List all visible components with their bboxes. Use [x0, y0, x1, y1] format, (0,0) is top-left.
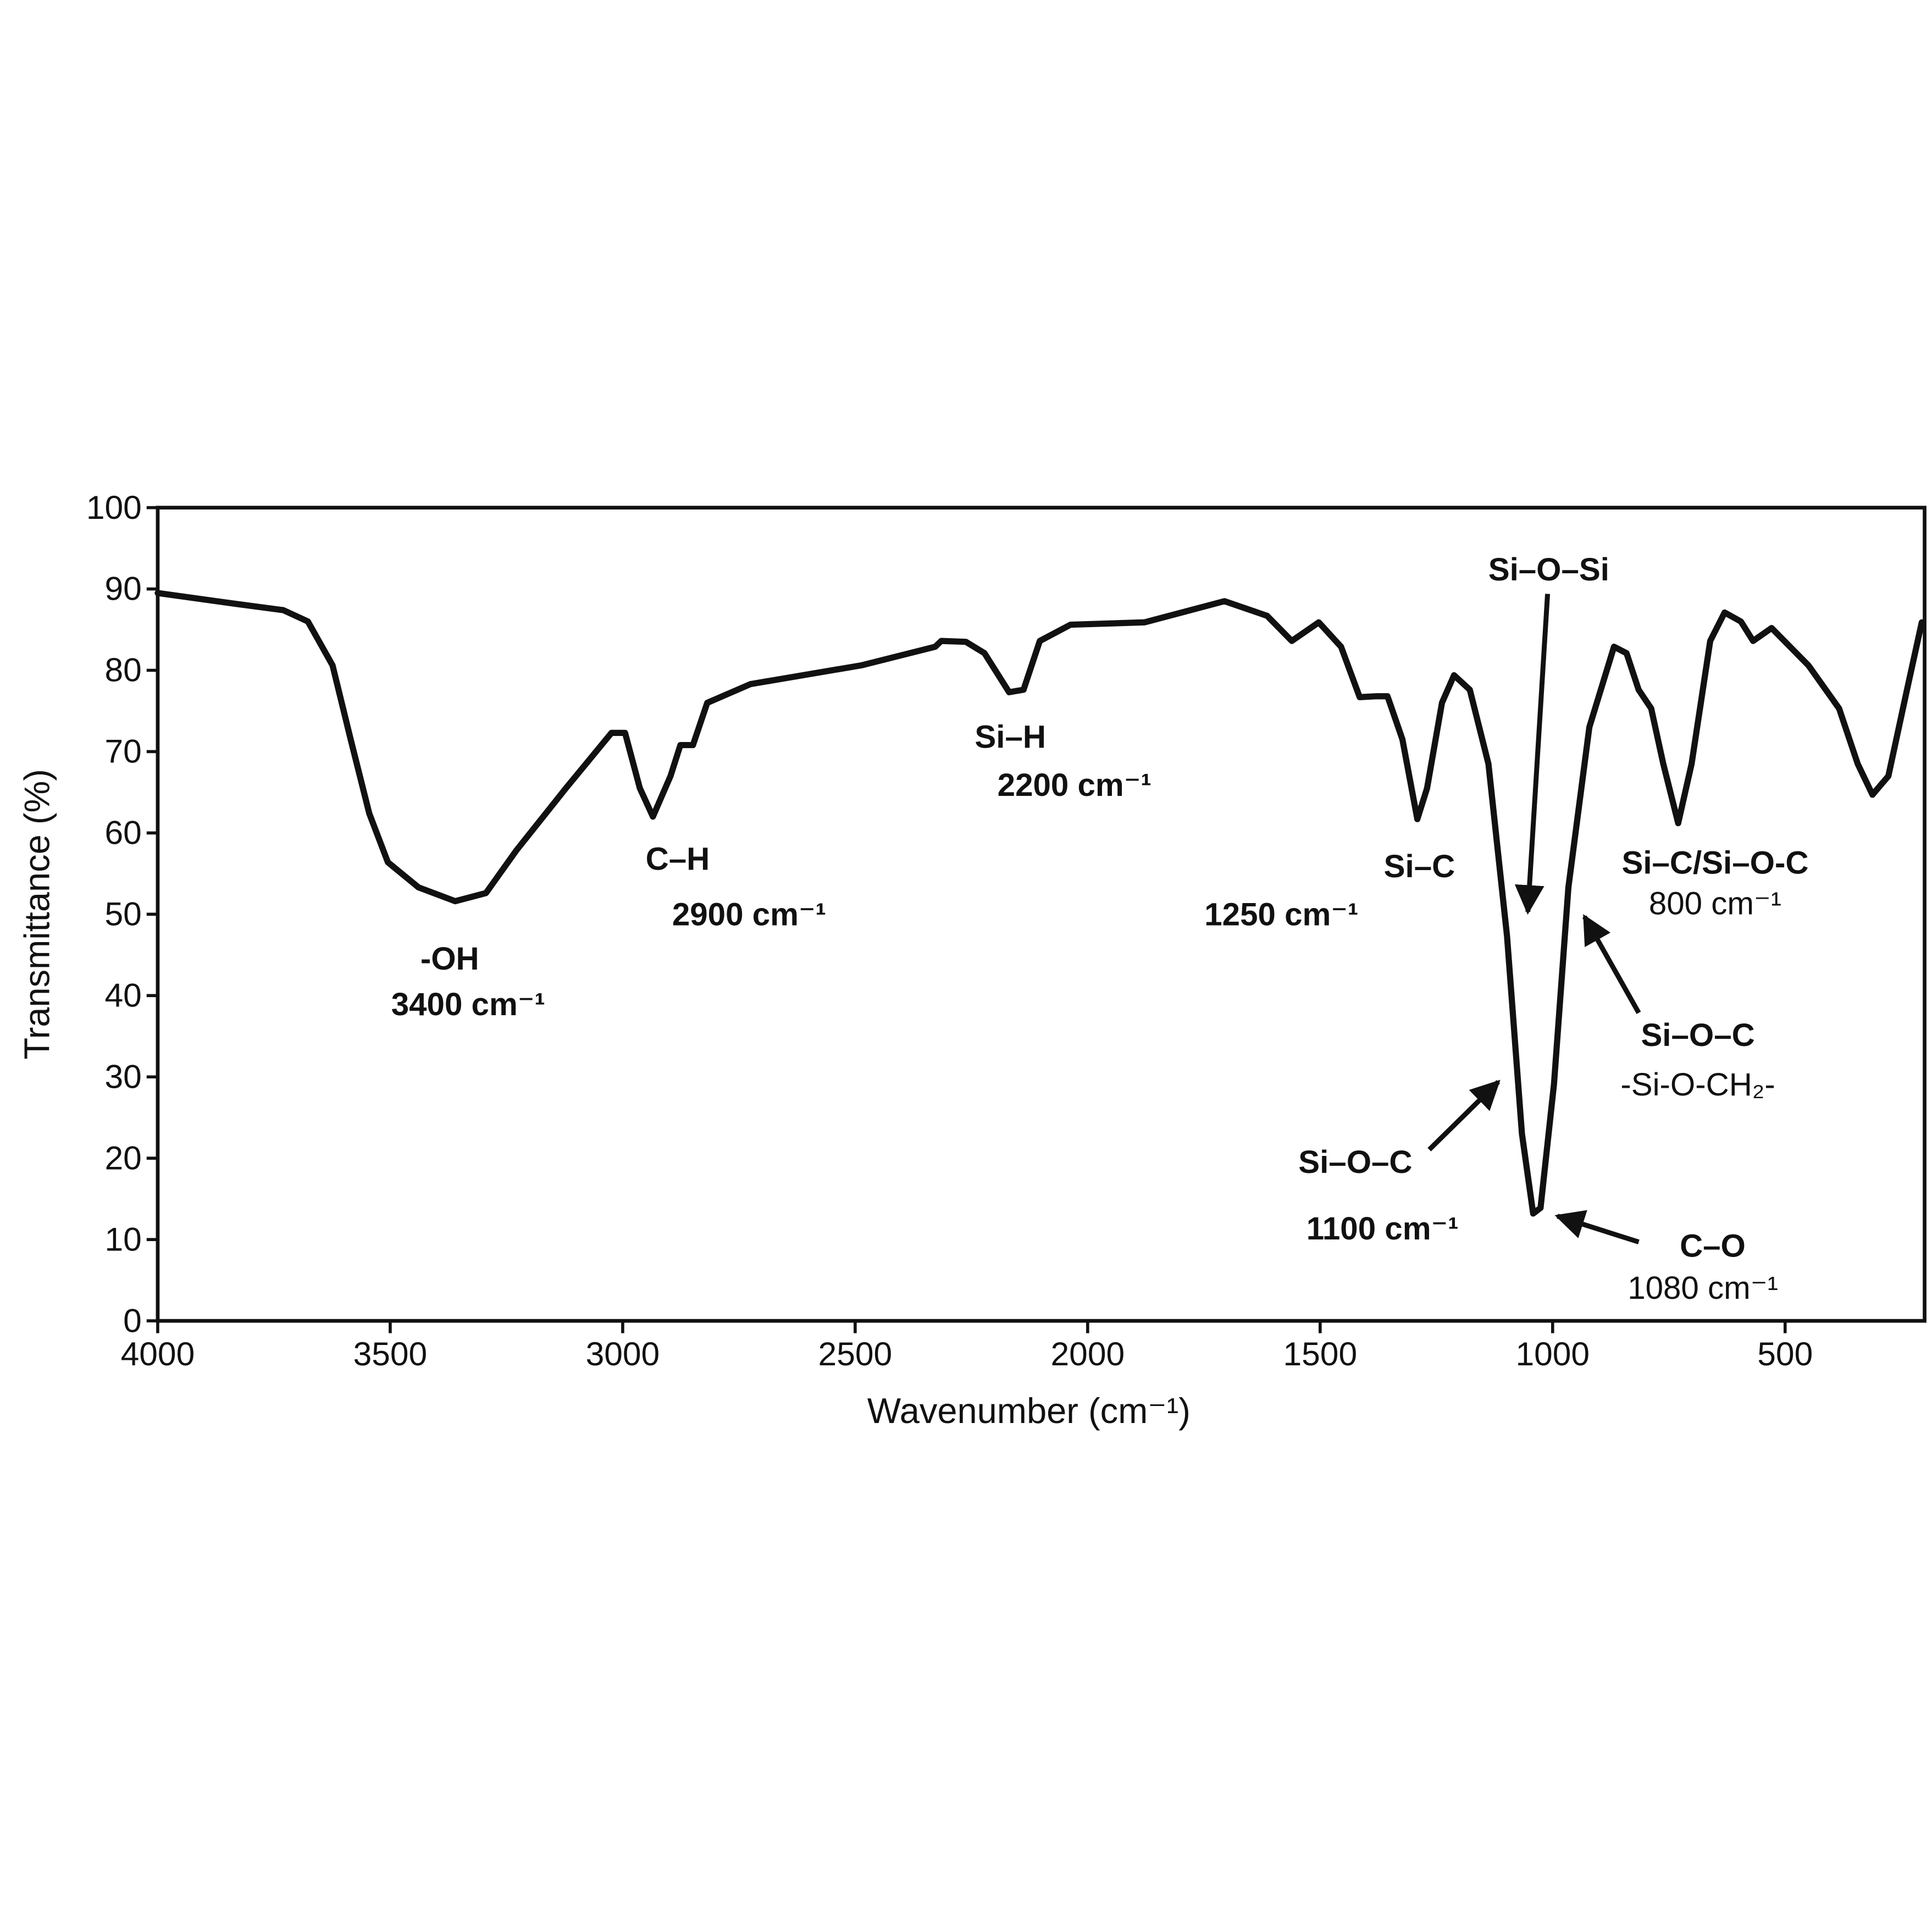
annotation: 2900 cm⁻¹	[672, 897, 826, 933]
x-tick-label: 2000	[1051, 1335, 1125, 1372]
annotation: -Si-O-CH₂-	[1620, 1067, 1775, 1103]
x-tick-label: 2500	[818, 1335, 893, 1372]
y-tick-label: 50	[104, 895, 141, 933]
plot-frame	[156, 506, 1927, 1323]
spectrum-line	[154, 590, 1925, 1217]
arrow	[1554, 1210, 1640, 1244]
arrow	[1427, 1080, 1501, 1152]
y-tick-label: 10	[104, 1220, 141, 1258]
x-tick-label: 1000	[1515, 1335, 1590, 1372]
annotation: 800 cm⁻¹	[1649, 885, 1781, 921]
annotation: 1080 cm⁻¹	[1627, 1270, 1778, 1306]
y-tick-label: 70	[104, 733, 141, 770]
y-tick-label: 60	[104, 814, 141, 851]
arrow	[1514, 594, 1551, 915]
x-axis-label: Wavenumber (cm⁻¹)	[867, 1391, 1191, 1431]
x-tick-label: 4000	[121, 1335, 195, 1372]
annotation: 2200 cm⁻¹	[998, 767, 1152, 803]
annotation: -OH	[420, 941, 479, 977]
annotation: Si–O–C	[1298, 1144, 1412, 1180]
y-tick-label: 30	[104, 1058, 141, 1095]
y-tick-label: 100	[86, 489, 142, 526]
annotation: 3400 cm⁻¹	[391, 987, 545, 1022]
x-tick-label: 3500	[353, 1335, 428, 1372]
x-tick-label: 1500	[1283, 1335, 1358, 1372]
annotation: Si–O–C	[1641, 1017, 1754, 1053]
annotation: Si–H	[975, 719, 1046, 755]
x-tick-label: 3000	[586, 1335, 660, 1372]
y-tick-label: 20	[104, 1139, 141, 1176]
annotation: 1250 cm⁻¹	[1204, 897, 1358, 933]
annotation: Si–C/Si–O-C	[1621, 845, 1808, 881]
annotation: Si–C	[1384, 849, 1455, 884]
y-axis-label: Transmittance (%)	[17, 769, 57, 1060]
y-tick-label: 80	[104, 651, 141, 689]
annotation: 1100 cm⁻¹	[1307, 1211, 1459, 1247]
x-tick-label: 500	[1757, 1335, 1813, 1372]
y-tick-label: 40	[104, 976, 141, 1014]
annotation: C–H	[646, 842, 710, 877]
y-tick-label: 0	[123, 1302, 142, 1339]
arrow	[1582, 914, 1641, 1014]
annotation: C–O	[1680, 1228, 1746, 1264]
arrows	[1427, 594, 1641, 1244]
annotation: Si–O–Si	[1488, 552, 1609, 588]
y-tick-label: 90	[104, 570, 141, 607]
